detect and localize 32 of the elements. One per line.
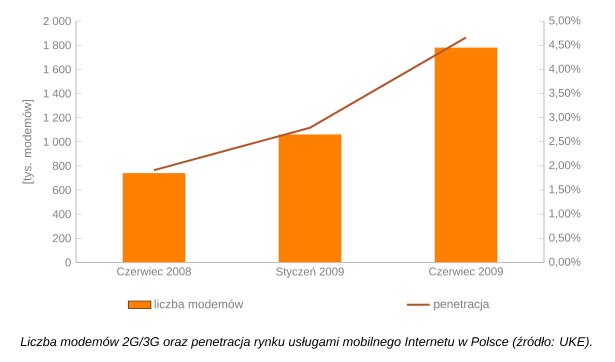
x-tick-label: Czerwiec 2008 xyxy=(117,267,191,276)
bar xyxy=(278,134,342,262)
y-tick-label: 1 000 xyxy=(44,138,71,146)
y-tick-label: 1 600 xyxy=(44,65,71,74)
y-axis-title: [tys. modemów] xyxy=(22,100,34,184)
y-tick-label: 1 200 xyxy=(44,114,71,122)
legend-label: liczba modemów xyxy=(154,299,244,308)
y2-tick-label: 1,50% xyxy=(550,185,580,195)
x-tick-label: Czerwiec 2009 xyxy=(429,267,503,276)
y2-tick-label: 4,00% xyxy=(548,64,580,74)
bar xyxy=(122,173,186,262)
y-tick-label: 200 xyxy=(52,234,71,242)
y2-tick-label: 3,00% xyxy=(549,112,580,122)
y2-tick-label: 3,50% xyxy=(549,88,580,98)
legend-label: penetracja xyxy=(434,299,490,311)
y2-tick-label: 1,00% xyxy=(550,209,580,219)
y2-tick-label: 0,00% xyxy=(549,258,580,268)
y2-tick-label: 2,00% xyxy=(549,161,580,171)
y-tick-label: 0 xyxy=(65,258,71,266)
y-tick-label: 1 800 xyxy=(44,41,71,50)
y2-tick-label: 0,50% xyxy=(549,234,580,243)
x-tick-label: Styczeń 2009 xyxy=(276,267,344,278)
y-tick-label: 400 xyxy=(52,210,71,218)
y-tick-label: 1 400 xyxy=(44,89,71,98)
y2-tick-label: 2,50% xyxy=(549,137,580,146)
y-tick-label: 2 000 xyxy=(43,17,71,26)
y-tick-label: 800 xyxy=(52,162,71,170)
y2-tick-label: 4,50% xyxy=(548,40,580,50)
y2-tick-label: 5,00% xyxy=(549,16,580,26)
bar xyxy=(434,48,498,262)
text: Liczba modemów 2G/3G oraz penetracja rynku usługami mobilnego Internetu w Polsce (źródło: UKE). xyxy=(20,336,592,349)
y-tick-label: 600 xyxy=(52,186,71,194)
